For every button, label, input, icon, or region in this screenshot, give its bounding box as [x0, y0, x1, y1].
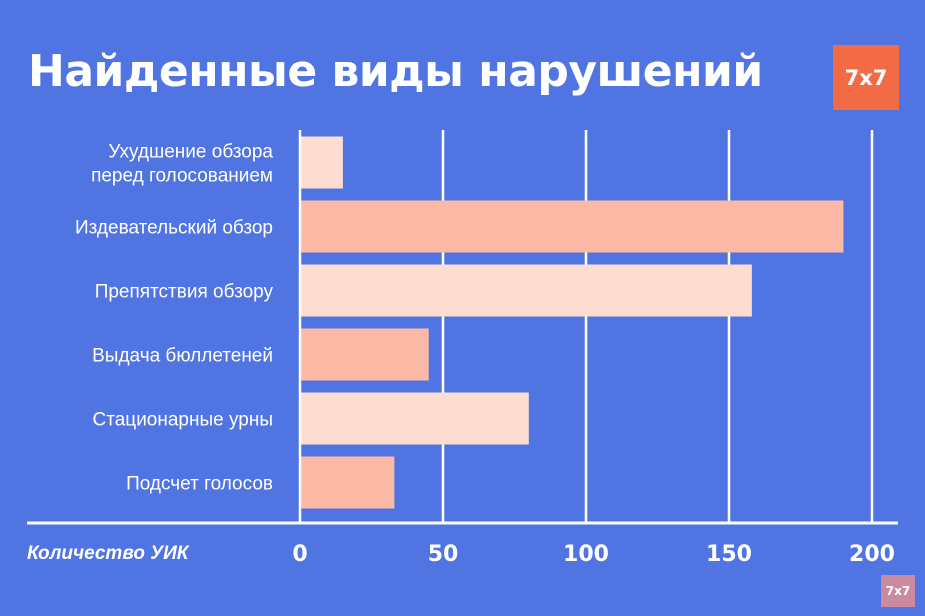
- gridlines: [441, 130, 874, 523]
- watermark-logo: 7x7: [881, 575, 915, 607]
- bar: [300, 136, 343, 189]
- brand-logo: 7x7: [833, 45, 899, 110]
- bar: [300, 328, 429, 381]
- x-tick-label: 150: [706, 542, 752, 567]
- x-tick-label: 50: [428, 542, 459, 567]
- bar: [300, 264, 752, 317]
- chart-title: Найденные виды нарушений: [28, 46, 763, 97]
- x-axis-title: Количество УИК: [27, 543, 190, 564]
- category-label: Ухудшение обзора: [108, 142, 273, 163]
- bar: [300, 392, 529, 445]
- category-label: Выдача бюллетеней: [92, 346, 273, 367]
- category-labels: Ухудшение обзора перед голосованием Издева…: [75, 142, 274, 495]
- bar: [300, 200, 844, 253]
- tick-labels: 0 50 100 150 200: [292, 542, 895, 567]
- x-tick-label: 100: [563, 542, 609, 567]
- category-label: перед голосованием: [91, 166, 273, 187]
- x-tick-label: 200: [849, 542, 895, 567]
- bars: [300, 136, 844, 509]
- category-label: Стационарные урны: [93, 410, 273, 431]
- category-label: Подсчет голосов: [126, 474, 273, 495]
- category-label: Издевательский обзор: [75, 218, 273, 239]
- x-tick-label: 0: [292, 542, 307, 567]
- bar: [300, 456, 395, 509]
- category-label: Препятствия обзору: [95, 282, 274, 303]
